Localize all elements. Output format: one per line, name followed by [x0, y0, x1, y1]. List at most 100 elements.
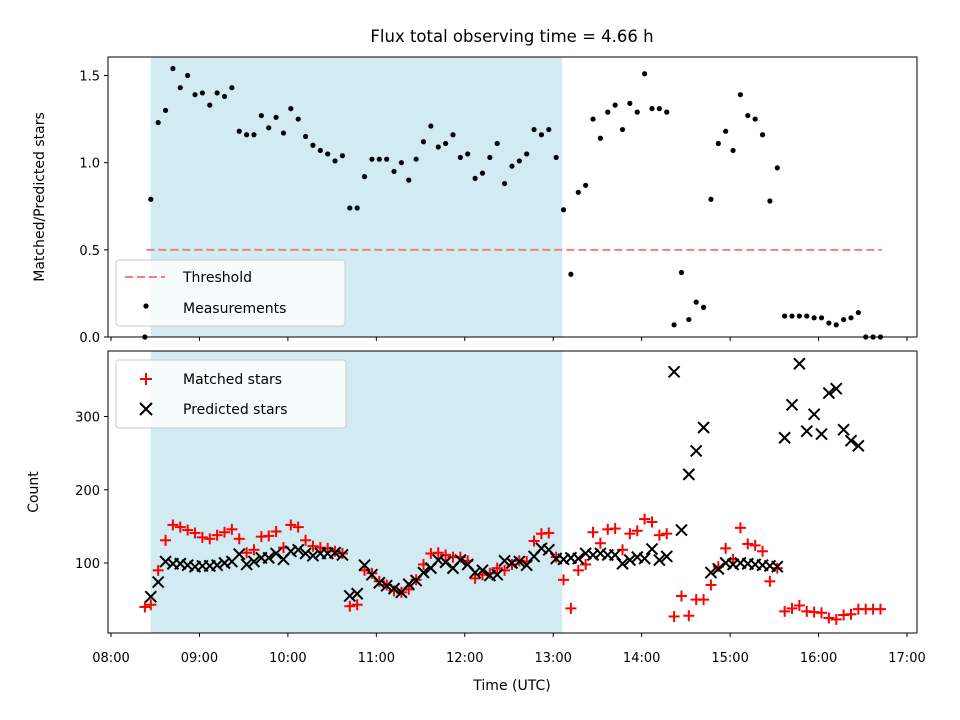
predicted-star-point — [336, 548, 349, 562]
matched-star-point — [233, 533, 245, 545]
predicted-star-point — [726, 558, 740, 571]
predicted-star-point — [498, 554, 511, 568]
predicted-star-point — [269, 547, 283, 560]
top-x-ticks — [110, 337, 908, 341]
measurement-point — [767, 198, 773, 204]
predicted-star-point — [690, 444, 703, 458]
predicted-star-point — [284, 545, 298, 558]
matched-star-point — [248, 544, 260, 556]
predicted-star-point — [800, 424, 813, 438]
matched-star-point — [757, 545, 769, 557]
bottom-x-tick-label: 08:00 — [92, 651, 129, 666]
measurement-point — [435, 144, 441, 150]
predicted-star-point — [210, 558, 224, 572]
legend-measurements-swatch — [143, 303, 149, 309]
matched-star-point — [580, 558, 592, 570]
x-axis-label: Time (UTC) — [472, 678, 550, 694]
measurement-point — [428, 123, 434, 129]
top-y-axis-label: Matched/Predicted stars — [32, 112, 48, 282]
matched-star-point — [698, 594, 710, 606]
predicted-star-point — [704, 566, 718, 579]
matched-star-point — [388, 585, 400, 597]
predicted-star-point — [807, 408, 821, 421]
predicted-star-point — [660, 550, 673, 563]
measurement-point — [280, 130, 287, 136]
measurement-point — [479, 170, 486, 176]
legend-predicted-label: Predicted stars — [183, 402, 288, 418]
predicted-star-point — [513, 555, 526, 568]
predicted-star-point — [586, 548, 600, 562]
measurement-point — [148, 196, 154, 202]
measurement-point — [472, 175, 478, 181]
measurement-point — [398, 160, 404, 166]
top-y-tick-label: 0.0 — [79, 331, 100, 346]
predicted-star-point — [645, 542, 659, 556]
measurement-point — [627, 100, 633, 106]
measurement-point — [789, 313, 795, 319]
matched-star-point — [550, 551, 562, 563]
measurement-point — [841, 316, 847, 323]
matched-star-point — [617, 544, 629, 556]
matched-star-point — [720, 542, 732, 554]
predicted-star-point — [682, 468, 696, 481]
measurement-point — [413, 156, 419, 162]
legend-predicted-swatch — [139, 402, 153, 416]
matched-star-point — [874, 603, 886, 615]
matched-star-point — [705, 579, 717, 591]
measurement-point — [524, 151, 530, 157]
predicted-star-point — [350, 587, 364, 600]
measurement-point — [700, 304, 707, 310]
measurement-point — [649, 106, 655, 112]
matched-star-point — [830, 613, 842, 625]
matched-star-point — [734, 522, 746, 534]
bottom-y-tick-label: 200 — [75, 484, 100, 499]
measurement-point — [450, 132, 456, 138]
measurement-point — [236, 128, 242, 134]
predicted-star-point — [439, 556, 452, 569]
measurement-point — [361, 174, 368, 180]
matched-star-point — [764, 575, 776, 587]
measurement-point — [745, 112, 751, 119]
measurement-point — [811, 315, 817, 321]
measurement-point — [170, 65, 176, 72]
matched-star-point — [675, 590, 687, 602]
measurement-point — [693, 299, 699, 305]
measurement-point — [855, 309, 861, 316]
predicted-star-point — [387, 582, 401, 595]
measurement-point — [244, 132, 250, 138]
measurement-point — [288, 106, 294, 112]
predicted-star-point — [218, 556, 231, 570]
measurement-point — [560, 207, 567, 213]
measurement-point — [568, 271, 574, 277]
top-y-tick-label: 1.5 — [79, 70, 100, 85]
measurement-point — [782, 313, 788, 319]
matched-star-point — [528, 535, 540, 547]
measurement-point — [612, 102, 618, 108]
measurement-point — [671, 322, 677, 328]
matched-star-point — [786, 602, 798, 614]
predicted-star-point — [380, 579, 393, 592]
bottom-x-axis: 08:00 09:00 10:00 11:00 12:00 13:00 14:00 15:00… — [92, 633, 926, 666]
predicted-star-point — [299, 547, 312, 560]
measurement-point — [818, 315, 825, 321]
predicted-star-point — [476, 564, 489, 577]
matched-star-point — [204, 533, 216, 545]
predicted-star-point — [830, 382, 843, 395]
predicted-star-point — [852, 439, 865, 453]
measurement-point — [487, 154, 493, 161]
measurement-point — [634, 109, 640, 115]
matched-star-point — [366, 567, 378, 579]
top-legend-box — [115, 259, 346, 327]
measurement-point — [406, 177, 412, 183]
matched-star-point — [653, 529, 665, 541]
matched-star-point — [145, 599, 157, 611]
predicted-star-point — [491, 568, 504, 581]
matched-star-point — [270, 526, 282, 538]
matched-star-point — [823, 612, 835, 624]
measurement-point — [229, 85, 235, 91]
predicted-star-point — [247, 555, 261, 568]
matched-star-point — [226, 523, 238, 535]
top-y-axis: 0.0 0.5 1.0 1.5 — [79, 70, 108, 346]
measurement-point — [605, 109, 611, 115]
matched-star-point — [292, 521, 304, 533]
